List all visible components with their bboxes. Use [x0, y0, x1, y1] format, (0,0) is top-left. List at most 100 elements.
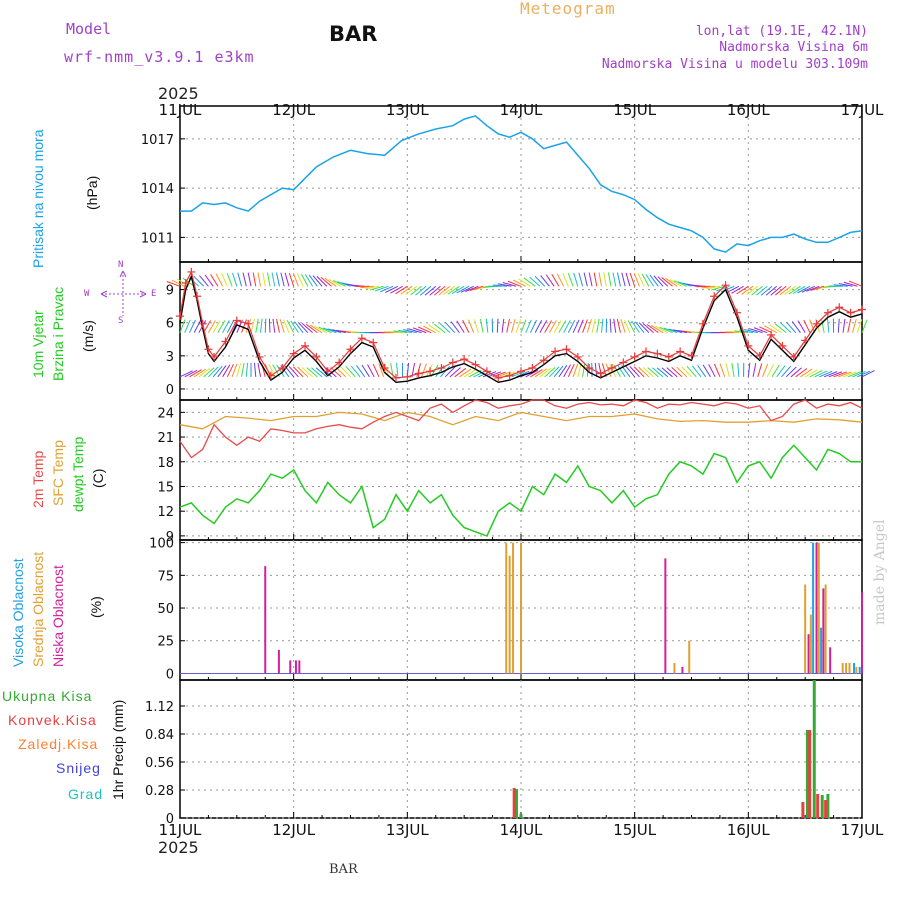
wind-arrow — [625, 365, 636, 378]
wind-arrow — [792, 285, 806, 294]
wind-arrow — [525, 369, 539, 378]
precip-bar — [805, 730, 809, 818]
wind-arrow — [737, 362, 740, 377]
wind-arrow — [479, 318, 484, 333]
wind-arrow — [236, 363, 242, 377]
wind-arrow — [193, 368, 207, 378]
wind-arrow — [582, 319, 588, 333]
wind-arrow — [433, 323, 446, 334]
wind-arrow — [563, 320, 571, 333]
wind-arrow — [421, 363, 427, 377]
wind-gust-marker — [391, 373, 400, 382]
wind-arrow — [454, 367, 467, 378]
x-label-top: 11JUL — [159, 101, 202, 119]
wind-arrow — [502, 282, 517, 287]
y-tick-label: 0 — [166, 667, 174, 682]
wind-arrow — [788, 285, 801, 295]
wind-arrow — [304, 274, 314, 287]
temp-2m-line — [179, 399, 863, 459]
wind-arrow — [315, 367, 328, 378]
wind-arrow — [663, 327, 678, 334]
wind-arrow — [549, 366, 560, 378]
wind-gust-marker — [755, 351, 764, 360]
wind-arrow — [204, 274, 214, 287]
wind-arrow — [553, 320, 562, 333]
wind-arrow — [378, 363, 385, 377]
wind-arrow — [567, 319, 576, 333]
wind-arrow — [583, 272, 588, 287]
wind-arrow — [638, 322, 650, 334]
wind-arrow — [588, 272, 593, 287]
wind-arrow — [247, 272, 252, 287]
wind-arrow — [821, 318, 825, 333]
wind-arrow — [292, 366, 304, 378]
precip-bar — [519, 814, 523, 818]
x-label-bottom: 13JUL — [386, 821, 429, 839]
x-label-bottom: 15JUL — [613, 821, 656, 839]
wind-arrow — [751, 285, 763, 296]
precip-bar — [820, 795, 824, 818]
wind-arrow — [290, 320, 299, 333]
compass-cross-icon — [98, 268, 148, 318]
wind-gust-marker — [539, 356, 548, 365]
wind-gust-marker — [232, 316, 241, 325]
y-tick-label: 0.56 — [145, 756, 174, 771]
wind-gust-marker — [437, 363, 446, 372]
wind-arrow — [655, 325, 669, 334]
model-name: wrf-nmm_v3.9.1 e3km — [64, 48, 255, 66]
wind-arrow — [659, 326, 673, 334]
wind-arrow — [412, 327, 427, 334]
model-elevation-text: Nadmorska Visina u modelu 303.109m — [601, 57, 868, 72]
wind-arrow — [706, 285, 721, 290]
wind-arrow — [222, 320, 230, 333]
y-tick-label: 25 — [157, 635, 174, 650]
wind-gust-marker — [687, 351, 696, 360]
wind-arrow — [337, 281, 351, 287]
wind-gust-marker — [494, 373, 503, 382]
wind-arrow — [609, 318, 612, 333]
wind-arrow — [444, 321, 456, 333]
year-label-top: 2025 — [158, 84, 199, 103]
wind-arrow — [741, 285, 754, 295]
precip-bar — [512, 788, 516, 818]
wind-arrow — [497, 371, 511, 378]
wind-arrow — [591, 318, 596, 333]
wind-arrow — [217, 320, 226, 333]
wind-arrow — [837, 318, 840, 333]
wind-gust-marker — [312, 352, 321, 361]
wind-arrow — [665, 278, 678, 287]
wind-arrow — [795, 368, 808, 378]
wind-arrow — [322, 327, 337, 334]
compass-e: E — [151, 289, 157, 299]
wind-arrow — [473, 319, 479, 333]
wind-arrow — [267, 272, 271, 287]
x-label-top: 15JUL — [613, 101, 656, 119]
wind-arrow — [638, 366, 650, 378]
wind-arrow — [819, 370, 833, 378]
wind-arrow — [328, 278, 342, 287]
wind-arrow — [245, 362, 249, 377]
x-label-top: 12JUL — [272, 101, 315, 119]
wind-arrow — [296, 273, 304, 287]
wind-gust-marker — [607, 363, 616, 372]
wind-arrow — [305, 323, 318, 334]
wind-arrow — [451, 285, 465, 295]
wind-arrow — [676, 366, 688, 378]
wind-arrow — [184, 319, 191, 333]
wind-arrow — [838, 282, 853, 287]
wind-gust-marker — [744, 341, 753, 350]
wind-arrow — [231, 363, 238, 377]
wind-arrow — [534, 368, 548, 378]
wind-arrow — [601, 318, 604, 333]
wind-arrow — [294, 321, 304, 333]
wind-arrow — [308, 274, 318, 287]
panel-frame-4 — [179, 679, 863, 819]
y-tick-label: 15 — [157, 480, 174, 495]
wind-gust-marker — [528, 363, 537, 372]
wind-arrow — [577, 363, 582, 377]
wind-gust-marker — [460, 355, 469, 364]
wind-arrow — [641, 273, 650, 287]
wind-arrow — [257, 272, 262, 287]
wind-arrow — [361, 364, 370, 378]
y-tick-label: 21 — [157, 431, 174, 446]
